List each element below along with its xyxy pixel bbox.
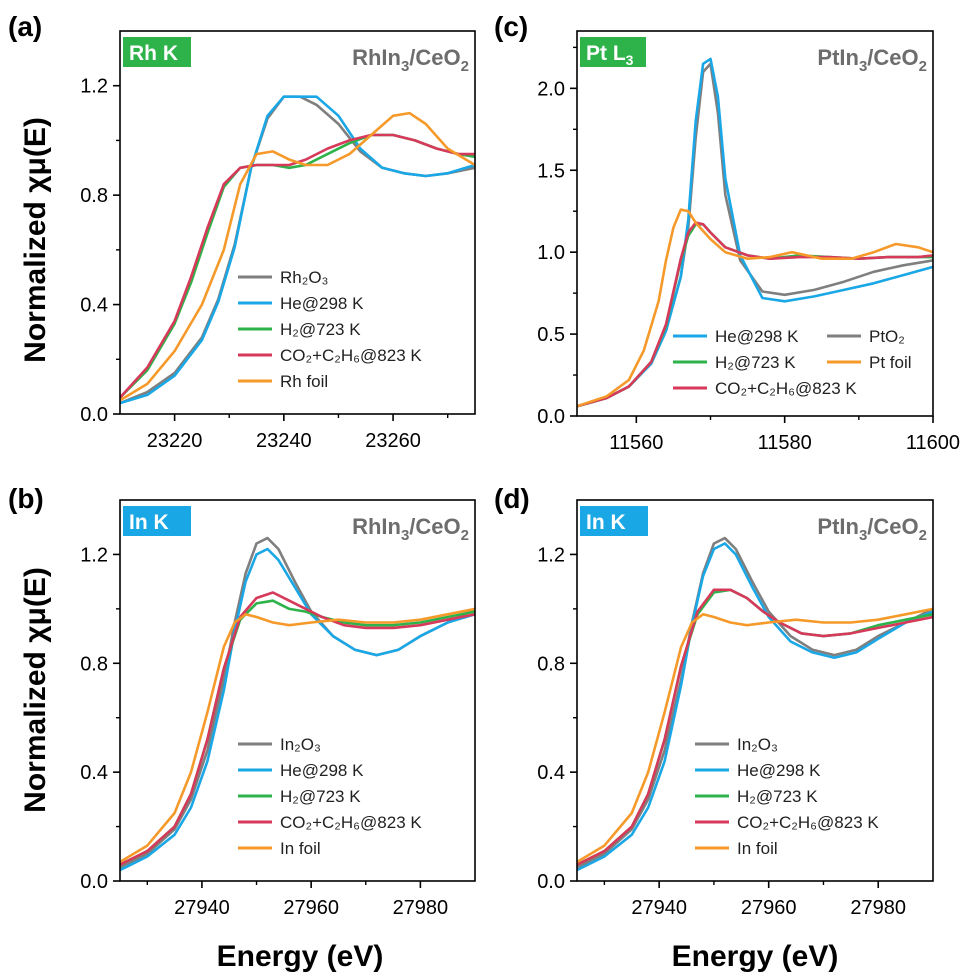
legend-label: H₂@723 K bbox=[737, 787, 818, 806]
sample-label: RhIn3/CeO2 bbox=[352, 514, 469, 544]
y-tick-label: 1.2 bbox=[537, 544, 565, 566]
panel-letter: (a) bbox=[8, 11, 42, 42]
edge-label: In K bbox=[129, 511, 169, 534]
x-tick-label: 23240 bbox=[256, 430, 312, 452]
legend-label: In₂O₃ bbox=[280, 735, 321, 754]
series-line-3 bbox=[120, 591, 475, 866]
x-axis-label-right: Energy (eV) bbox=[672, 940, 839, 973]
legend-label: Rh₂O₃ bbox=[280, 268, 328, 287]
y-tick-label: 0.0 bbox=[537, 871, 565, 893]
y-tick-label: 0.8 bbox=[80, 185, 108, 207]
x-tick-label: 11600 bbox=[906, 432, 960, 454]
y-tick-label: 0.0 bbox=[537, 406, 565, 428]
series-line-4 bbox=[120, 607, 475, 864]
series-line-1 bbox=[120, 547, 475, 872]
x-tick-label: 27940 bbox=[631, 897, 687, 919]
legend-label: CO₂+C₂H₆@823 K bbox=[737, 813, 879, 832]
legend-label: He@298 K bbox=[715, 327, 799, 346]
x-tick-label: 27980 bbox=[850, 897, 906, 919]
panel-b: 0.0 0.4 0.8 1.2 27940 27960 27980 (b) In K RhIn3/… bbox=[8, 483, 476, 919]
legend-label: Rh foil bbox=[280, 372, 328, 391]
series-group bbox=[120, 536, 475, 872]
x-tick-label: 23260 bbox=[365, 430, 421, 452]
legend-label: In foil bbox=[737, 839, 778, 858]
legend-label: He@298 K bbox=[737, 761, 821, 780]
series-line-1 bbox=[120, 95, 475, 405]
plot-frame bbox=[576, 30, 934, 417]
sample-label: PtIn3/CeO2 bbox=[817, 45, 927, 75]
edge-label: Pt L3 bbox=[586, 42, 634, 68]
legend-label: CO₂+C₂H₆@823 K bbox=[280, 813, 422, 832]
y-tick-label: 1.5 bbox=[537, 160, 565, 182]
y-tick-label: 0.4 bbox=[80, 762, 108, 784]
legend: In₂O₃ He@298 K H₂@723 K CO₂+C₂H₆@823 K In fo… bbox=[238, 735, 422, 858]
legend-label: PtO₂ bbox=[869, 327, 905, 346]
legend-label: Pt foil bbox=[869, 353, 912, 372]
legend-label: In₂O₃ bbox=[737, 735, 778, 754]
y-tick-label: 1.2 bbox=[80, 544, 108, 566]
series-group bbox=[577, 57, 933, 408]
edge-badge bbox=[580, 37, 646, 67]
legend-label: CO₂+C₂H₆@823 K bbox=[280, 346, 422, 365]
y-tick-label: 0.8 bbox=[80, 653, 108, 675]
edge-label: In K bbox=[586, 511, 626, 534]
y-axis-label-top: Normalized χμ(E) bbox=[19, 117, 52, 363]
x-tick-label: 27940 bbox=[174, 897, 230, 919]
y-axis-label-bottom: Normalized χμ(E) bbox=[19, 567, 52, 813]
y-tick-label: 0.4 bbox=[80, 295, 108, 317]
series-line-4 bbox=[120, 111, 475, 402]
series-line-0 bbox=[577, 536, 933, 869]
plot-frame bbox=[119, 30, 476, 415]
y-tick-label: 0.4 bbox=[537, 762, 565, 784]
x-tick-label: 27960 bbox=[283, 897, 339, 919]
plot-frame bbox=[119, 499, 476, 882]
legend: Rh₂O₃ He@298 K H₂@723 K CO₂+C₂H₆@823 K Rh fo… bbox=[238, 268, 422, 391]
y-tick-label: 2.0 bbox=[537, 78, 565, 100]
panel-letter: (c) bbox=[494, 11, 528, 42]
x-axis-label-left: Energy (eV) bbox=[217, 940, 384, 973]
panel-d: 0.0 0.4 0.8 1.2 27940 27960 27980 (d) In K PtIn3/… bbox=[494, 483, 934, 919]
x-tick-label: 11560 bbox=[609, 432, 663, 454]
series-line-3 bbox=[120, 133, 475, 399]
legend-label: H₂@723 K bbox=[280, 320, 361, 339]
legend: In₂O₃ He@298 K H₂@723 K CO₂+C₂H₆@823 K In fo… bbox=[695, 735, 879, 858]
y-tick-label: 0.0 bbox=[80, 404, 108, 426]
x-tick-label: 27960 bbox=[741, 897, 797, 919]
series-group bbox=[120, 95, 475, 405]
legend-label: H₂@723 K bbox=[715, 353, 796, 372]
legend-label: CO₂+C₂H₆@823 K bbox=[715, 379, 857, 398]
y-tick-label: 1.0 bbox=[537, 242, 565, 264]
y-tick-label: 1.2 bbox=[80, 76, 108, 98]
x-tick-label: 23220 bbox=[147, 430, 203, 452]
series-line-1 bbox=[577, 542, 933, 872]
legend-label: He@298 K bbox=[280, 294, 364, 313]
series-line-4 bbox=[577, 607, 933, 864]
legend-label: In foil bbox=[280, 839, 321, 858]
legend-label: He@298 K bbox=[280, 761, 364, 780]
edge-label: Rh K bbox=[129, 42, 178, 65]
panel-c: 0.0 0.5 1.0 1.5 2.0 11560 11580 11600 (c) Pt L3 Pt… bbox=[494, 11, 960, 454]
y-tick-label: 0.0 bbox=[80, 871, 108, 893]
series-line-4 bbox=[577, 208, 933, 408]
sample-label: RhIn3/CeO2 bbox=[352, 45, 469, 75]
x-tick-label: 11580 bbox=[758, 432, 812, 454]
y-tick-label: 0.8 bbox=[537, 653, 565, 675]
legend: He@298 K PtO₂ H₂@723 K Pt foil CO₂+C₂H₆@823 … bbox=[673, 327, 912, 398]
edge-badge bbox=[580, 506, 648, 536]
y-tick-label: 0.5 bbox=[537, 324, 565, 346]
panels: 0.0 0.4 0.8 1.2 23220 23240 23260 (a) Rh K RhIn3/… bbox=[8, 11, 960, 919]
legend-label: H₂@723 K bbox=[280, 787, 361, 806]
panel-a: 0.0 0.4 0.8 1.2 23220 23240 23260 (a) Rh K RhIn3/… bbox=[8, 11, 476, 452]
edge-badge bbox=[123, 506, 191, 536]
series-group bbox=[577, 536, 933, 872]
edge-badge bbox=[123, 37, 191, 67]
sample-label: PtIn3/CeO2 bbox=[817, 514, 927, 544]
panel-letter: (d) bbox=[494, 483, 530, 514]
x-tick-label: 27980 bbox=[393, 897, 449, 919]
plot-frame bbox=[576, 499, 934, 882]
panel-letter: (b) bbox=[8, 483, 44, 514]
series-line-3 bbox=[577, 588, 933, 866]
